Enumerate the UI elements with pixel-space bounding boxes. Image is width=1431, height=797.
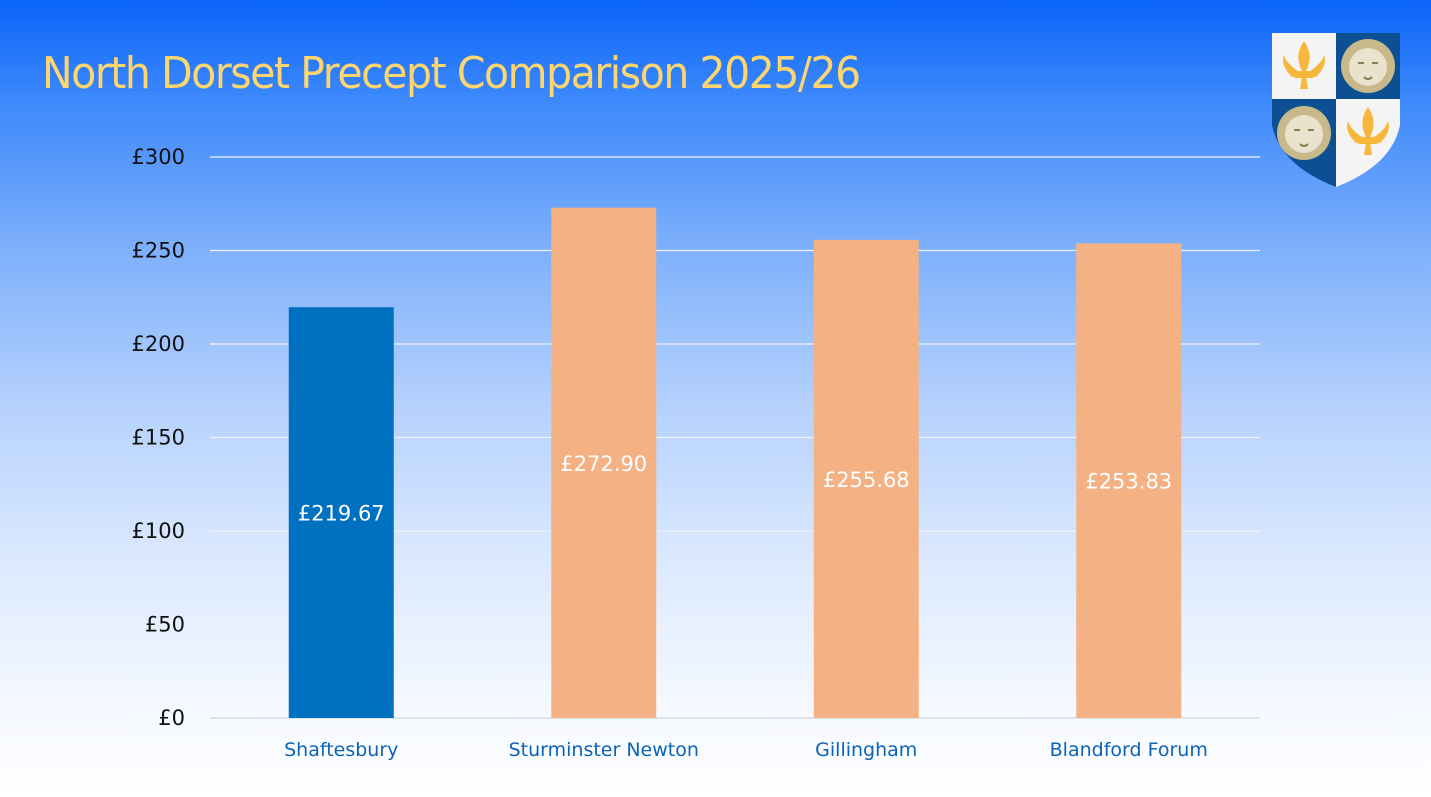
bar-sturminster-newton (551, 207, 657, 718)
lion-face-icon (1277, 106, 1331, 160)
x-tick-label: Shaftesbury (284, 739, 398, 761)
x-tick-label: Blandford Forum (1050, 739, 1208, 761)
bar-blandford-forum (1076, 243, 1182, 719)
fleur-de-lis-icon (1283, 41, 1325, 89)
y-tick-label: £0 (158, 706, 185, 730)
x-tick-label: Sturminster Newton (509, 739, 699, 761)
data-label: £255.68 (823, 468, 910, 492)
bar-gillingham (813, 239, 919, 718)
y-tick-label: £200 (132, 332, 185, 356)
data-label: £219.67 (298, 502, 385, 526)
data-label: £253.83 (1085, 470, 1172, 494)
crest-logo (1272, 33, 1400, 187)
bar-shaftesbury (288, 307, 394, 718)
fleur-de-lis-icon (1347, 107, 1389, 155)
lion-face-icon (1341, 39, 1395, 93)
y-tick-label: £250 (132, 239, 185, 263)
x-tick-label: Gillingham (815, 739, 917, 761)
y-tick-label: £50 (145, 613, 185, 637)
y-tick-label: £100 (132, 519, 185, 543)
y-tick-label: £300 (132, 145, 185, 169)
y-tick-label: £150 (132, 426, 185, 450)
data-label: £272.90 (560, 452, 647, 476)
chart-title: North Dorset Precept Comparison 2025/26 (42, 48, 861, 99)
